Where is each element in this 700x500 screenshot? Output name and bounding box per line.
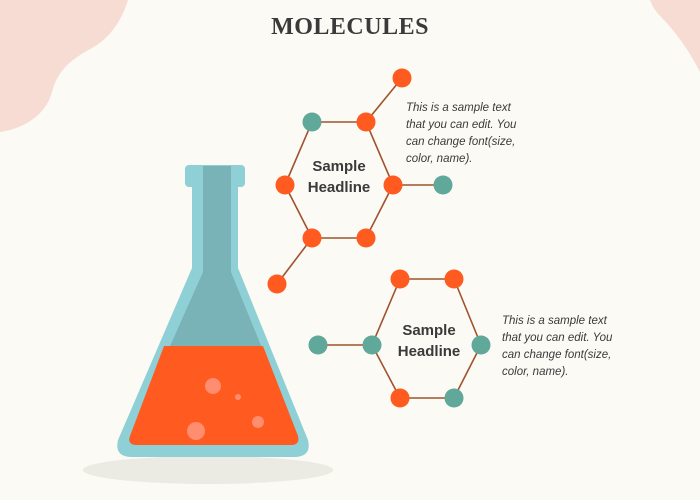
atom-node [383, 175, 403, 195]
text-line: that you can edit. You [502, 332, 613, 344]
atom-node [362, 335, 382, 355]
molecule-2-text: This is a sample text that you can edit.… [502, 313, 614, 381]
text-line: can change font(size, [502, 349, 612, 361]
molecule-2-headline: Sample Headline [374, 320, 484, 362]
headline-line: Headline [397, 343, 461, 360]
text-line: can change font(size, [406, 136, 516, 148]
text-line: that you can edit. You [406, 119, 517, 131]
corner-blob-left [0, 0, 128, 132]
bubble [252, 416, 264, 428]
atom-node [444, 388, 464, 408]
text-line: color, name). [406, 153, 473, 165]
atom-node [433, 175, 453, 195]
atom-node [392, 68, 412, 88]
bubble [187, 422, 205, 440]
molecule-1-headline: Sample Headline [284, 156, 394, 198]
atom-node [275, 175, 295, 195]
atom-node [471, 335, 491, 355]
flask-shadow [83, 456, 333, 484]
atom-node [302, 228, 322, 248]
text-line: color, name). [502, 366, 569, 378]
atom-node [356, 228, 376, 248]
page-title: MOLECULES [271, 14, 429, 40]
bubble [235, 394, 241, 400]
molecule-1-text: This is a sample text that you can edit.… [406, 100, 518, 168]
atom-node [302, 112, 322, 132]
flask [117, 165, 309, 457]
atom-node [444, 269, 464, 289]
headline-line: Headline [307, 179, 371, 196]
atom-node [356, 112, 376, 132]
corner-blob-right [650, 0, 700, 72]
atom-node [390, 269, 410, 289]
atom-node [308, 335, 328, 355]
bubble [205, 378, 221, 394]
text-line: This is a sample text [502, 315, 607, 327]
atom-node [267, 274, 287, 294]
atom-node [390, 388, 410, 408]
headline-line: Sample [312, 158, 366, 175]
headline-line: Sample [402, 322, 456, 339]
text-line: This is a sample text [406, 102, 511, 114]
